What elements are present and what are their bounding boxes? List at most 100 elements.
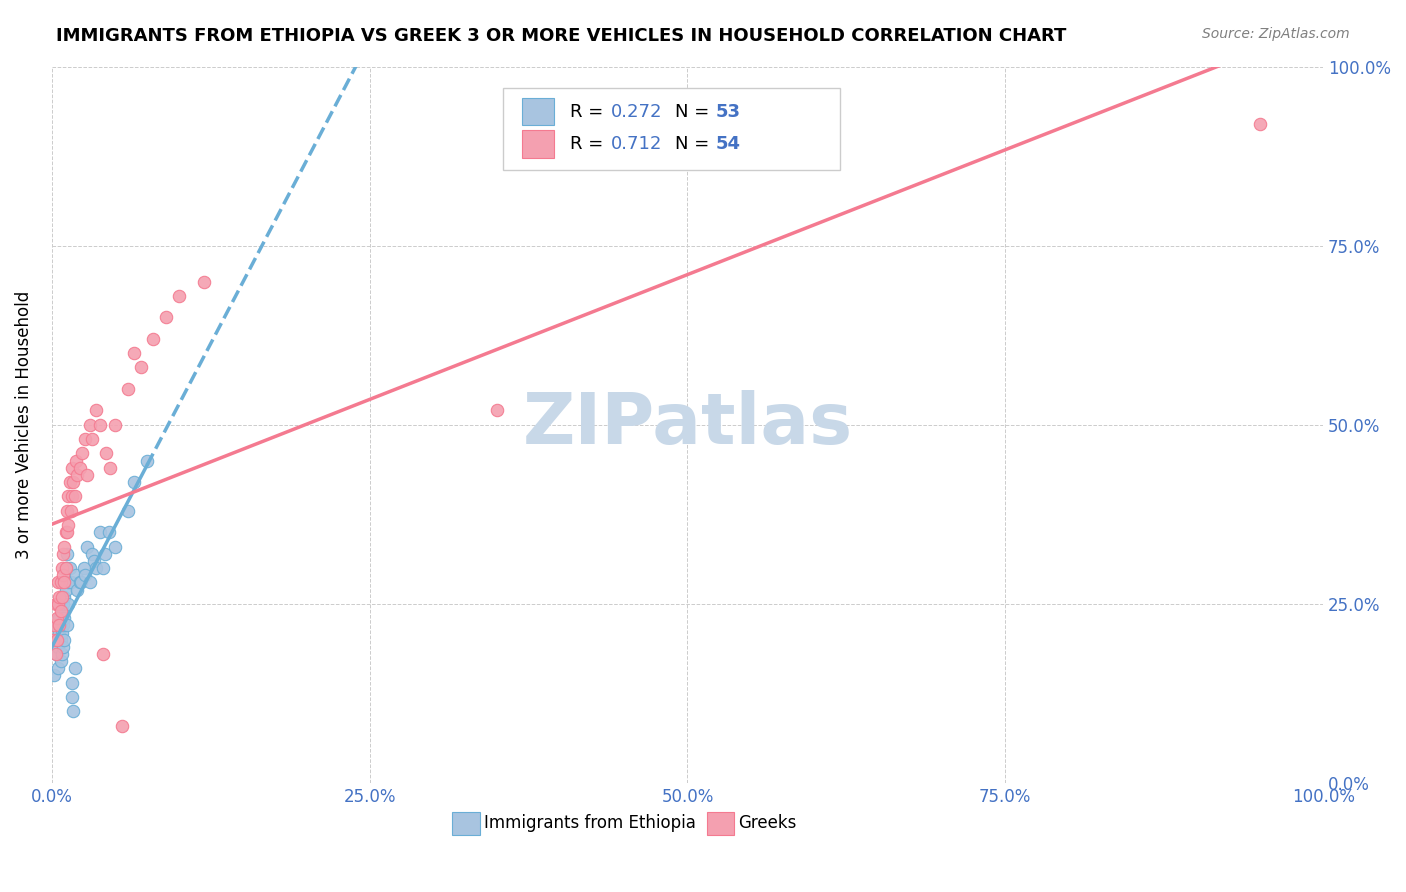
- Point: [58, 518, 80, 533]
- Text: 54: 54: [716, 135, 741, 153]
- Point: [48, 590, 70, 604]
- Point: [51, 590, 73, 604]
- Point: [60, 690, 83, 704]
- Point: [79, 417, 101, 432]
- Point: [58, 475, 80, 489]
- Point: [66, 467, 89, 482]
- Point: [167, 289, 190, 303]
- Point: [46, 597, 69, 611]
- Point: [58, 561, 80, 575]
- Text: ZIPatlas: ZIPatlas: [523, 391, 852, 459]
- Point: [94, 547, 117, 561]
- Point: [45, 632, 67, 647]
- FancyBboxPatch shape: [453, 812, 481, 835]
- Point: [65, 568, 87, 582]
- Point: [111, 718, 134, 732]
- FancyBboxPatch shape: [503, 88, 839, 170]
- Point: [46, 575, 69, 590]
- Point: [48, 618, 70, 632]
- Point: [62, 475, 84, 489]
- Point: [485, 403, 508, 417]
- Text: 0.712: 0.712: [612, 135, 662, 153]
- Point: [56, 547, 79, 561]
- Point: [76, 467, 98, 482]
- Point: [45, 632, 67, 647]
- Point: [45, 647, 67, 661]
- Point: [56, 525, 79, 540]
- Point: [51, 625, 73, 640]
- Point: [44, 668, 66, 682]
- Point: [84, 403, 107, 417]
- Point: [142, 332, 165, 346]
- Point: [66, 582, 89, 597]
- Point: [55, 561, 77, 575]
- Text: Source: ZipAtlas.com: Source: ZipAtlas.com: [1202, 27, 1350, 41]
- Point: [49, 632, 72, 647]
- Text: R =: R =: [571, 135, 609, 153]
- FancyBboxPatch shape: [707, 812, 734, 835]
- Point: [104, 417, 127, 432]
- Point: [82, 432, 104, 446]
- Point: [1249, 117, 1271, 131]
- Text: R =: R =: [571, 103, 609, 120]
- Point: [63, 490, 86, 504]
- Point: [48, 625, 70, 640]
- FancyBboxPatch shape: [522, 130, 554, 158]
- Point: [89, 417, 111, 432]
- Text: Immigrants from Ethiopia: Immigrants from Ethiopia: [484, 814, 696, 832]
- Point: [55, 525, 77, 540]
- Point: [45, 618, 67, 632]
- Point: [62, 704, 84, 718]
- Point: [52, 597, 75, 611]
- Point: [72, 446, 94, 460]
- Point: [73, 432, 96, 446]
- Point: [56, 504, 79, 518]
- Point: [44, 618, 66, 632]
- Point: [51, 561, 73, 575]
- Point: [49, 575, 72, 590]
- Point: [52, 547, 75, 561]
- Point: [96, 446, 118, 460]
- Point: [53, 632, 76, 647]
- Point: [60, 675, 83, 690]
- Point: [51, 647, 73, 661]
- Text: IMMIGRANTS FROM ETHIOPIA VS GREEK 3 OR MORE VEHICLES IN HOUSEHOLD CORRELATION CH: IMMIGRANTS FROM ETHIOPIA VS GREEK 3 OR M…: [56, 27, 1067, 45]
- Point: [73, 568, 96, 582]
- Point: [59, 575, 82, 590]
- Point: [193, 275, 215, 289]
- Point: [89, 525, 111, 540]
- Point: [56, 618, 79, 632]
- Point: [129, 360, 152, 375]
- Point: [52, 568, 75, 582]
- Point: [124, 346, 146, 360]
- Point: [48, 597, 70, 611]
- Point: [45, 611, 67, 625]
- Point: [45, 597, 67, 611]
- Point: [117, 504, 139, 518]
- Point: [79, 575, 101, 590]
- Point: [76, 540, 98, 554]
- Point: [70, 575, 93, 590]
- Point: [53, 590, 76, 604]
- Point: [42, 632, 65, 647]
- Point: [63, 661, 86, 675]
- Point: [72, 561, 94, 575]
- Point: [53, 540, 76, 554]
- Point: [69, 460, 91, 475]
- Point: [49, 604, 72, 618]
- Point: [49, 654, 72, 668]
- Point: [124, 475, 146, 489]
- Point: [60, 460, 83, 475]
- Point: [58, 597, 80, 611]
- Point: [91, 561, 114, 575]
- Point: [52, 575, 75, 590]
- FancyBboxPatch shape: [522, 98, 554, 126]
- Point: [48, 611, 70, 625]
- Point: [83, 554, 105, 568]
- Point: [58, 490, 80, 504]
- Point: [82, 547, 104, 561]
- Point: [97, 525, 120, 540]
- Point: [46, 661, 69, 675]
- Point: [91, 647, 114, 661]
- Point: [60, 490, 83, 504]
